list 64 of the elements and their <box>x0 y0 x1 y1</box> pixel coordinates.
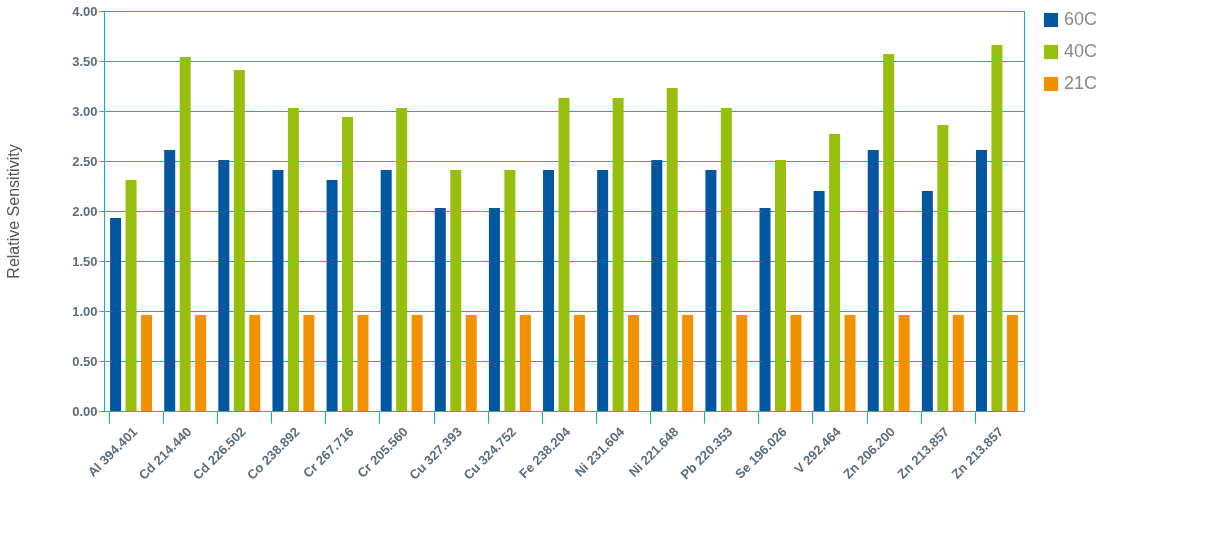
bar <box>450 170 462 411</box>
bar <box>759 208 771 411</box>
bar <box>179 57 191 411</box>
bar <box>125 180 137 411</box>
y-tick-label: 1.00 <box>72 303 98 319</box>
bar <box>543 170 555 411</box>
bar <box>898 315 910 411</box>
bar <box>141 315 153 411</box>
y-tick-label: 0.00 <box>72 403 98 419</box>
bar <box>504 170 516 411</box>
y-tick-label: 3.50 <box>72 53 98 69</box>
bar <box>705 170 717 411</box>
y-tick-label: 3.00 <box>72 103 98 119</box>
bar <box>883 54 895 411</box>
bar <box>326 180 338 411</box>
bar <box>218 160 230 411</box>
legend-label: 40C <box>1064 41 1098 61</box>
bar <box>272 170 284 411</box>
y-tick-label: 1.50 <box>72 253 98 269</box>
bar <box>303 315 315 411</box>
bar <box>720 108 732 411</box>
bar <box>357 315 369 411</box>
bar <box>844 315 856 411</box>
bar <box>628 315 640 411</box>
bar <box>434 208 446 411</box>
bar <box>975 150 987 411</box>
y-tick-label: 0.50 <box>72 353 98 369</box>
bar <box>666 88 678 411</box>
bar <box>736 315 748 411</box>
bar <box>790 315 802 411</box>
bar <box>411 315 423 411</box>
bar <box>195 315 207 411</box>
bar <box>573 315 585 411</box>
bar <box>682 315 694 411</box>
bar <box>597 170 609 411</box>
bar <box>921 191 933 411</box>
bar <box>110 218 122 411</box>
bar <box>249 315 261 411</box>
bar <box>488 208 500 411</box>
bar <box>612 98 624 411</box>
legend-label: 60C <box>1064 9 1098 29</box>
bar <box>519 315 531 411</box>
bar <box>380 170 392 411</box>
y-tick-label: 2.50 <box>72 153 98 169</box>
bar <box>651 160 663 411</box>
bar <box>396 108 408 411</box>
bar <box>774 160 786 411</box>
bar <box>164 150 176 411</box>
y-tick-label: 2.00 <box>72 203 98 219</box>
bar <box>1006 315 1018 411</box>
bar <box>287 108 299 411</box>
bar <box>342 117 354 411</box>
bar <box>465 315 477 411</box>
bar <box>813 191 825 411</box>
y-tick-label: 4.00 <box>72 3 98 19</box>
bar <box>867 150 879 411</box>
bar <box>937 125 949 411</box>
bar <box>233 70 245 411</box>
bar <box>829 134 841 411</box>
bar <box>991 45 1003 411</box>
y-axis-title: Relative Sensitivity <box>5 144 23 279</box>
legend-label: 21C <box>1064 73 1098 93</box>
bar <box>558 98 570 411</box>
bar <box>952 315 964 411</box>
